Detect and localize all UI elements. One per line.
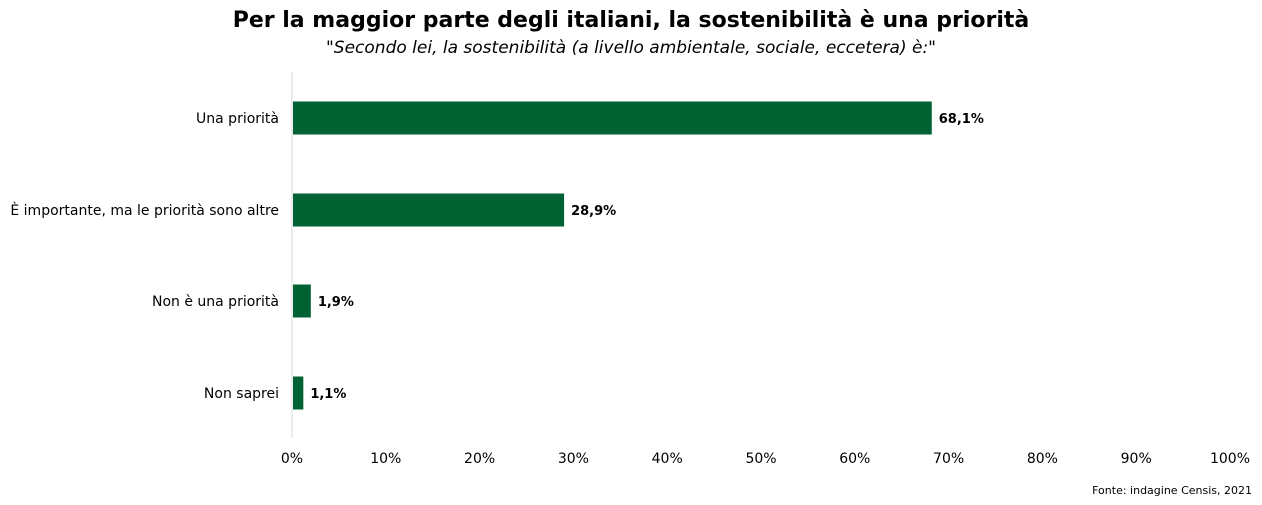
x-tick-label: 20% (464, 451, 495, 467)
data-label: 68,1% (939, 112, 984, 127)
bar (293, 284, 311, 318)
data-label: 1,9% (318, 295, 354, 310)
bar (293, 101, 932, 135)
x-tick-label: 30% (558, 451, 589, 467)
x-tick-label: 100% (1210, 451, 1250, 467)
x-tick-label: 50% (745, 451, 776, 467)
category-label: Non è una priorità (152, 294, 279, 310)
data-label: 1,1% (310, 387, 346, 402)
source-note: Fonte: indagine Censis, 2021 (1092, 484, 1252, 497)
x-tick-label: 90% (1121, 451, 1152, 467)
x-tick-label: 10% (370, 451, 401, 467)
category-label: È importante, ma le priorità sono altre (10, 202, 279, 219)
x-tick-label: 80% (1027, 451, 1058, 467)
x-tick-label: 60% (839, 451, 870, 467)
x-tick-label: 70% (933, 451, 964, 467)
chart-title: Per la maggior parte degli italiani, la … (232, 8, 1030, 33)
x-tick-label: 40% (652, 451, 683, 467)
chart-subtitle: "Secondo lei, la sostenibilità (a livell… (325, 38, 937, 58)
category-label: Non saprei (204, 386, 279, 402)
category-label: Una priorità (196, 111, 279, 127)
bar (293, 376, 304, 410)
bar (293, 193, 565, 227)
data-label: 28,9% (571, 204, 616, 219)
x-tick-label: 0% (281, 451, 303, 467)
